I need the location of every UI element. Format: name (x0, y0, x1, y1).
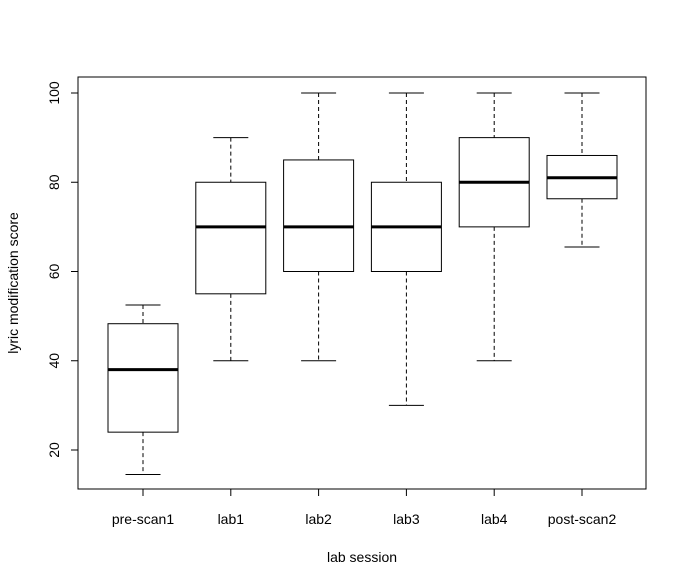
x-axis-title: lab session (327, 549, 397, 565)
y-tick-label: 80 (46, 174, 62, 190)
box-lab2 (283, 92, 355, 362)
y-axis-title: lyric modification score (5, 212, 21, 354)
box-lab3 (370, 92, 442, 406)
box-lab1 (195, 137, 267, 362)
iqr-box (195, 181, 267, 295)
y-axis: 20 40 60 80 100 (46, 81, 79, 458)
plot-frame (77, 76, 647, 490)
y-tick-label: 100 (46, 81, 62, 105)
y-tick-label: 40 (46, 353, 62, 369)
iqr-box (283, 159, 355, 272)
x-tick-label: pre-scan1 (112, 511, 174, 527)
x-tick-label: lab1 (218, 511, 245, 527)
x-tick-label: lab2 (305, 511, 332, 527)
box-pre-scan1 (107, 304, 179, 476)
y-tick-label: 20 (46, 442, 62, 458)
x-axis: pre-scan1 lab1 lab2 lab3 lab4 post-scan2 (112, 488, 617, 527)
x-tick-label: post-scan2 (548, 511, 617, 527)
box-post-scan2 (546, 92, 618, 248)
box-lab4 (458, 92, 530, 362)
x-tick-label: lab3 (393, 511, 420, 527)
boxes-layer (107, 92, 618, 476)
iqr-box (107, 323, 179, 433)
y-tick-label: 60 (46, 264, 62, 280)
x-tick-label: lab4 (481, 511, 508, 527)
